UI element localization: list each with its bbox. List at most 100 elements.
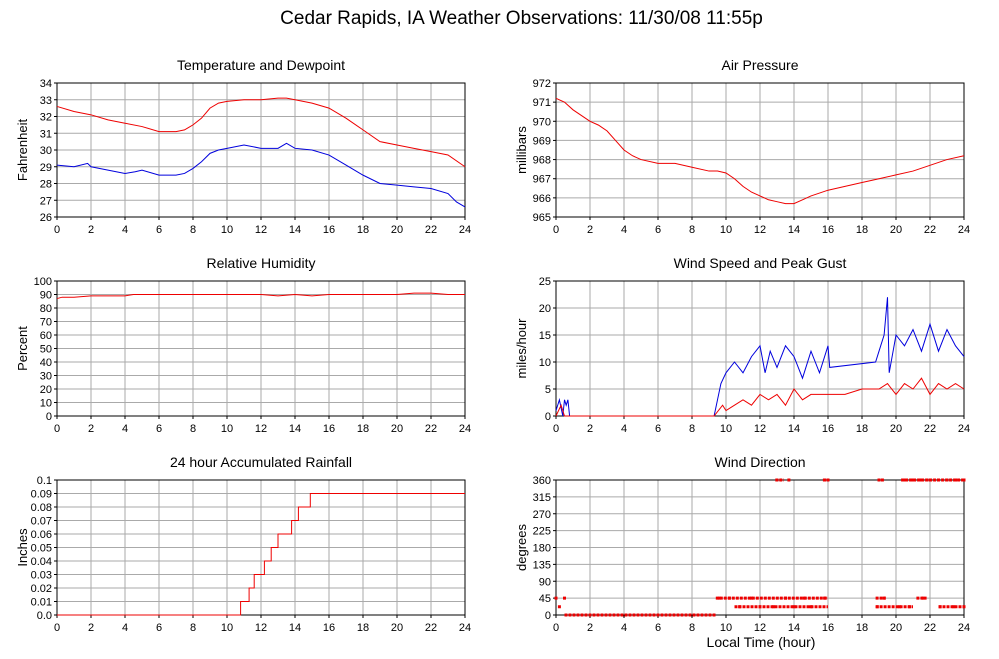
x-tick-label: 2 — [88, 224, 94, 236]
y-tick-label: 225 — [533, 526, 551, 538]
y-tick-label: 5 — [545, 384, 551, 396]
x-tick-label: 10 — [221, 224, 233, 236]
x-tick-label: 12 — [754, 622, 766, 634]
y-tick-label: 20 — [539, 303, 551, 315]
series-line-red — [57, 493, 465, 616]
x-tick-label: 10 — [221, 423, 233, 435]
x-tick-label: 0 — [54, 622, 60, 634]
y-tick-label: 0.05 — [31, 543, 52, 555]
x-tick-label: 20 — [391, 423, 403, 435]
x-tick-label: 24 — [958, 423, 970, 435]
y-tick-label: 0.0 — [37, 610, 52, 622]
data-point — [826, 478, 830, 482]
series-line-red — [56, 97, 466, 168]
data-point — [802, 596, 806, 600]
x-axis-label: Local Time (hour) — [706, 634, 816, 650]
y-tick-label: 0 — [46, 411, 52, 423]
y-tick-label: 70 — [40, 317, 52, 329]
y-tick-label: 969 — [533, 135, 551, 147]
x-tick-label: 20 — [890, 622, 902, 634]
x-tick-label: 4 — [621, 224, 627, 236]
data-point — [937, 478, 940, 482]
data-point — [758, 605, 762, 609]
x-tick-label: 10 — [221, 622, 233, 634]
y-axis-label: millibars — [514, 126, 529, 174]
x-tick-label: 8 — [689, 423, 695, 435]
x-tick-label: 2 — [88, 622, 94, 634]
y-tick-label: 135 — [533, 559, 551, 571]
y-tick-label: 360 — [533, 475, 551, 487]
x-tick-label: 12 — [255, 224, 267, 236]
y-tick-label: 90 — [40, 290, 52, 302]
y-axis-label: degrees — [514, 524, 529, 571]
y-tick-label: 10 — [539, 357, 551, 369]
data-point — [880, 478, 884, 482]
y-axis-label: Fahrenheit — [15, 119, 30, 182]
data-point — [563, 596, 566, 600]
y-tick-label: 0.08 — [31, 502, 52, 514]
y-tick-label: 45 — [539, 593, 551, 605]
data-point — [727, 596, 731, 600]
y-tick-label: 968 — [533, 155, 551, 167]
y-tick-label: 180 — [533, 543, 551, 555]
x-tick-label: 12 — [255, 423, 267, 435]
y-tick-label: 33 — [40, 95, 52, 107]
y-tick-label: 966 — [533, 193, 551, 205]
y-tick-label: 967 — [533, 174, 551, 186]
y-tick-label: 270 — [533, 509, 551, 521]
x-tick-label: 4 — [621, 622, 627, 634]
x-tick-label: 10 — [720, 423, 732, 435]
y-tick-label: 0.02 — [31, 583, 52, 595]
series-line-red — [555, 97, 965, 205]
x-tick-label: 14 — [289, 423, 301, 435]
x-tick-label: 18 — [357, 423, 369, 435]
x-tick-label: 16 — [822, 622, 834, 634]
x-tick-label: 6 — [156, 622, 162, 634]
y-tick-label: 972 — [533, 78, 551, 90]
x-tick-label: 6 — [655, 423, 661, 435]
y-tick-label: 40 — [40, 357, 52, 369]
data-point — [962, 478, 966, 482]
x-tick-label: 24 — [459, 423, 471, 435]
y-tick-label: 0 — [545, 411, 551, 423]
x-tick-label: 4 — [122, 423, 128, 435]
x-tick-label: 6 — [655, 224, 661, 236]
x-tick-label: 20 — [391, 622, 403, 634]
x-tick-label: 22 — [425, 423, 437, 435]
data-point — [772, 605, 776, 609]
x-tick-label: 0 — [553, 224, 559, 236]
x-tick-label: 16 — [323, 224, 335, 236]
data-point — [938, 605, 942, 609]
y-tick-label: 31 — [40, 128, 52, 140]
x-tick-label: 14 — [788, 622, 800, 634]
x-tick-label: 0 — [54, 423, 60, 435]
chart-title: Wind Direction — [714, 454, 805, 470]
x-tick-label: 20 — [890, 224, 902, 236]
series-line-red — [555, 377, 965, 417]
data-point — [775, 478, 779, 482]
data-point — [738, 605, 742, 609]
x-tick-label: 0 — [553, 423, 559, 435]
x-tick-label: 22 — [425, 622, 437, 634]
chart-title: 24 hour Accumulated Rainfall — [170, 454, 352, 470]
x-tick-label: 18 — [357, 622, 369, 634]
data-point — [903, 478, 906, 482]
x-tick-label: 8 — [190, 423, 196, 435]
data-point — [908, 605, 912, 609]
y-tick-label: 25 — [539, 276, 551, 288]
x-tick-label: 16 — [822, 224, 834, 236]
x-tick-label: 22 — [425, 224, 437, 236]
chart-title: Air Pressure — [721, 57, 798, 73]
data-point — [911, 478, 915, 482]
data-point — [823, 596, 827, 600]
x-tick-label: 18 — [357, 224, 369, 236]
y-tick-label: 10 — [40, 398, 52, 410]
y-tick-label: 0.03 — [31, 570, 52, 582]
y-tick-label: 0.01 — [31, 597, 52, 609]
data-point — [921, 596, 925, 600]
